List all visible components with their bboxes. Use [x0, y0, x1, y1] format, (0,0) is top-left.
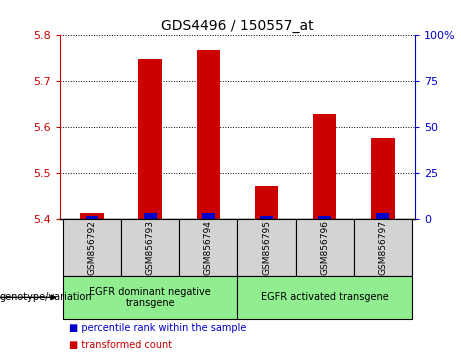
Text: GSM856795: GSM856795: [262, 220, 271, 275]
Text: genotype/variation: genotype/variation: [0, 292, 93, 302]
Bar: [371, 138, 395, 219]
Text: EGFR dominant negative
transgene: EGFR dominant negative transgene: [89, 286, 211, 308]
Bar: [63, 276, 237, 319]
Text: GSM856794: GSM856794: [204, 220, 213, 275]
Bar: [63, 219, 121, 276]
Text: GSM856797: GSM856797: [378, 220, 387, 275]
Bar: [237, 276, 412, 319]
Bar: [197, 50, 220, 219]
Bar: [86, 216, 98, 219]
Text: GSM856796: GSM856796: [320, 220, 329, 275]
Bar: [318, 216, 331, 219]
Bar: [237, 219, 296, 276]
Bar: [313, 114, 337, 219]
Text: GSM856792: GSM856792: [88, 220, 96, 275]
Bar: [255, 186, 278, 219]
Bar: [144, 213, 157, 219]
Bar: [354, 219, 412, 276]
Text: ■ transformed count: ■ transformed count: [69, 341, 172, 350]
Bar: [260, 216, 273, 219]
Text: ■ percentile rank within the sample: ■ percentile rank within the sample: [69, 323, 247, 333]
Bar: [121, 219, 179, 276]
Bar: [138, 59, 162, 219]
Bar: [377, 213, 389, 219]
Bar: [80, 213, 104, 219]
Title: GDS4496 / 150557_at: GDS4496 / 150557_at: [161, 19, 314, 33]
Bar: [296, 219, 354, 276]
Bar: [202, 213, 215, 219]
Text: GSM856793: GSM856793: [146, 220, 154, 275]
Text: EGFR activated transgene: EGFR activated transgene: [261, 292, 389, 302]
Bar: [179, 219, 237, 276]
